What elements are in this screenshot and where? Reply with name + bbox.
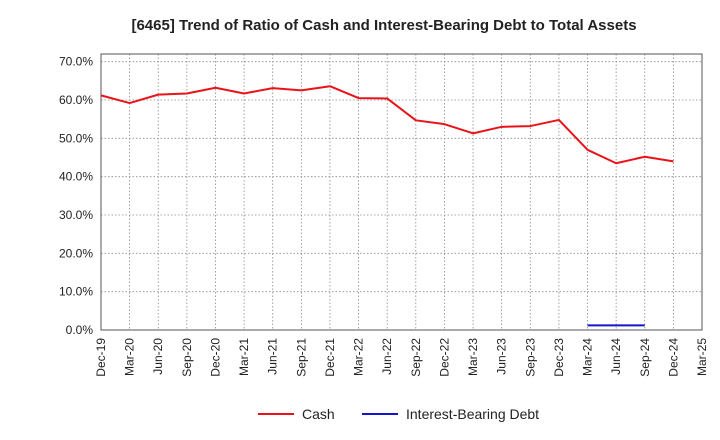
x-tick-label: Jun-21 — [266, 338, 280, 375]
x-tick-label: Jun-20 — [151, 338, 165, 375]
x-tick-label: Jun-24 — [609, 338, 623, 375]
x-tick-label: Jun-23 — [495, 338, 509, 375]
x-tick-label: Mar-23 — [466, 338, 480, 376]
x-tick-label: Dec-20 — [208, 338, 222, 377]
y-tick-label: 70.0% — [59, 55, 93, 69]
x-tick-label: Dec-21 — [323, 338, 337, 377]
x-tick-label: Mar-21 — [237, 338, 251, 376]
x-tick-label: Dec-22 — [437, 338, 451, 377]
y-tick-label: 20.0% — [59, 246, 93, 260]
legend-label: Interest-Bearing Debt — [406, 406, 539, 422]
x-tick-label: Sep-24 — [638, 338, 652, 377]
y-tick-label: 60.0% — [59, 93, 93, 107]
x-tick-label: Sep-20 — [180, 338, 194, 377]
x-tick-label: Dec-19 — [94, 338, 108, 377]
plot-frame — [100, 53, 703, 331]
grid — [100, 54, 703, 330]
x-tick-label: Mar-20 — [123, 338, 137, 376]
y-tick-label: 10.0% — [59, 285, 93, 299]
x-tick-label: Sep-21 — [294, 338, 308, 377]
y-tick-label: 30.0% — [59, 208, 93, 222]
x-tick-label: Mar-25 — [695, 338, 709, 376]
y-tick-label: 50.0% — [59, 131, 93, 145]
x-tick-label: Sep-23 — [523, 338, 537, 377]
chart-title: [6465] Trend of Ratio of Cash and Intere… — [131, 17, 636, 34]
y-tick-label: 0.0% — [66, 323, 94, 337]
series-layer — [100, 85, 674, 327]
axes: 0.0% 10.0% 20.0% 30.0% 40.0% 50.0% 60.0% 70.0% D… — [59, 53, 709, 377]
x-tick-label: Sep-22 — [409, 338, 423, 377]
x-tick-label: Mar-22 — [352, 338, 366, 376]
series-line-0 — [100, 85, 674, 165]
x-tick-label: Jun-22 — [380, 338, 394, 375]
x-tick-label: Dec-24 — [666, 338, 680, 377]
legend: Cash Interest-Bearing Debt — [258, 406, 539, 422]
y-tick-label: 40.0% — [59, 170, 93, 184]
legend-label: Cash — [302, 406, 335, 422]
x-tick-label: Dec-23 — [552, 338, 566, 377]
x-tick-label: Mar-24 — [581, 338, 595, 376]
